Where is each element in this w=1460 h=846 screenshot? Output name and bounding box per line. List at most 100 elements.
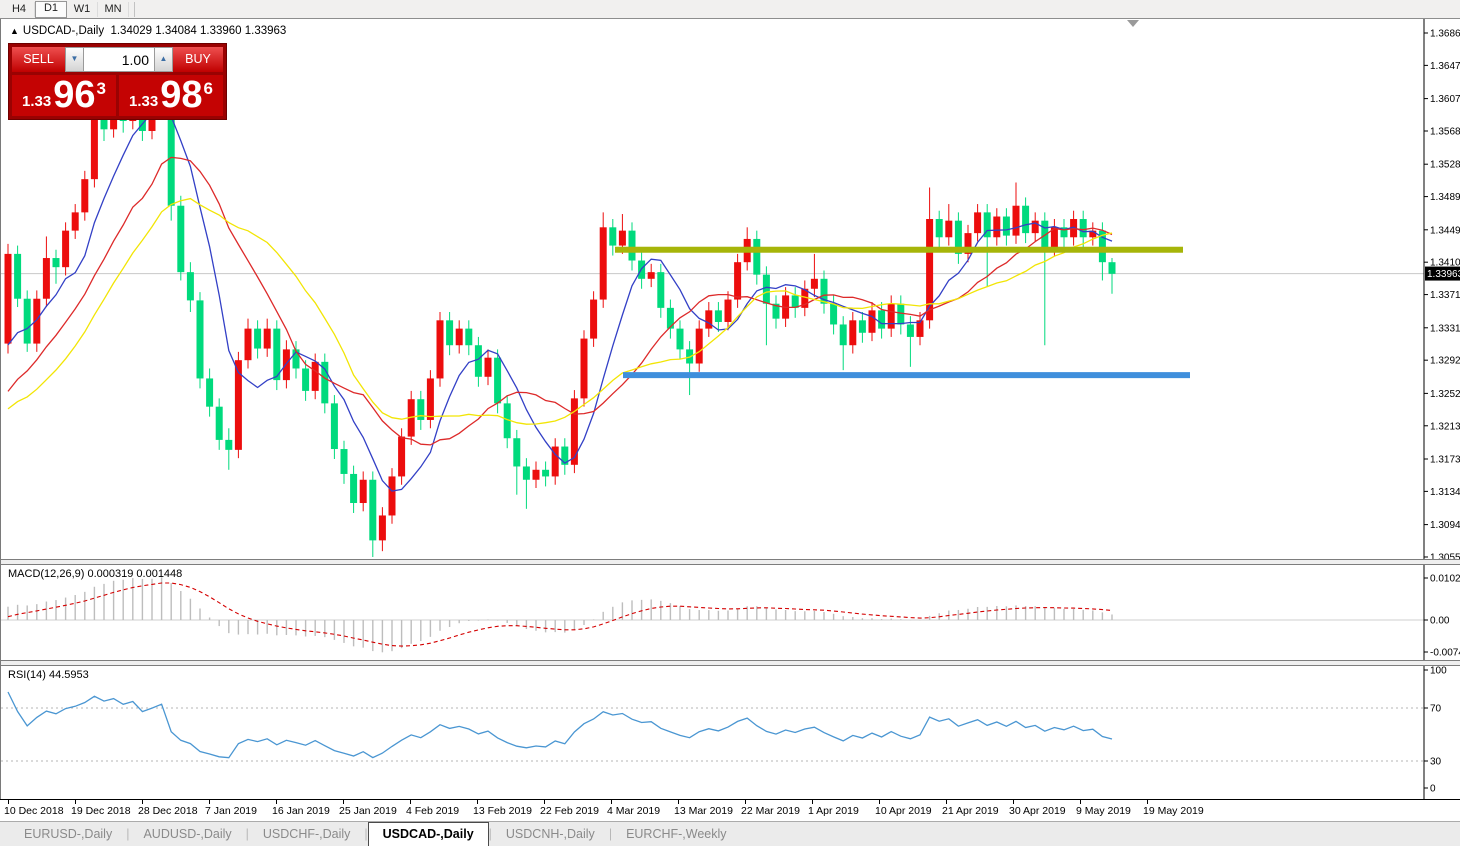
candle bbox=[167, 62, 175, 206]
candle bbox=[916, 320, 924, 337]
candle bbox=[206, 378, 214, 407]
rsi-panel-splitter[interactable] bbox=[0, 660, 1460, 666]
candle bbox=[263, 328, 271, 349]
toolbar-divider bbox=[134, 1, 135, 17]
candle bbox=[974, 212, 982, 234]
candle bbox=[935, 219, 943, 238]
timeframe-button-mn[interactable]: MN bbox=[98, 1, 129, 17]
candle bbox=[542, 469, 550, 477]
volume-decrease-button[interactable]: ▼ bbox=[65, 47, 84, 72]
volume-increase-button[interactable]: ▲ bbox=[154, 47, 173, 72]
tab-usdchf[interactable]: USDCHF-,Daily bbox=[262, 827, 351, 841]
sell-price-button[interactable]: 1.33 96 3 bbox=[12, 75, 116, 116]
tab-eurusd[interactable]: EURUSD-,Daily bbox=[24, 827, 113, 841]
price-axis-label[interactable]: 1.33710 bbox=[1430, 290, 1460, 301]
candle bbox=[599, 227, 607, 300]
rsi-axis-label[interactable]: 0 bbox=[1430, 784, 1436, 795]
tab-usdcnh[interactable]: USDCNH-,Daily bbox=[505, 827, 595, 841]
candle bbox=[609, 227, 617, 246]
candle bbox=[33, 298, 41, 344]
candle bbox=[350, 473, 358, 504]
macd-signal-line bbox=[7, 582, 1113, 647]
candle bbox=[71, 212, 79, 231]
price-axis-label[interactable]: 1.34490 bbox=[1430, 225, 1460, 236]
rsi-axis-label[interactable]: 70 bbox=[1430, 704, 1442, 715]
collapse-panel-icon[interactable]: ▲ bbox=[10, 26, 19, 36]
date-axis-label: 22 Mar 2019 bbox=[741, 805, 800, 817]
macd-axis-label[interactable]: 0.010229 bbox=[1430, 574, 1460, 585]
price-axis-label[interactable]: 1.35680 bbox=[1430, 126, 1460, 137]
date-axis-label: 4 Mar 2019 bbox=[607, 805, 661, 817]
date-axis-label: 10 Apr 2019 bbox=[875, 805, 932, 817]
price-axis-label[interactable]: 1.32520 bbox=[1430, 389, 1460, 400]
price-axis-label[interactable]: 1.32130 bbox=[1430, 421, 1460, 432]
candle bbox=[1041, 220, 1049, 248]
macd-panel-splitter[interactable] bbox=[0, 559, 1460, 565]
candle bbox=[1108, 262, 1116, 274]
price-axis-label[interactable]: 1.31730 bbox=[1430, 454, 1460, 465]
macd-axis-label[interactable]: 0.00 bbox=[1430, 616, 1450, 627]
candle bbox=[340, 449, 348, 474]
candle bbox=[532, 469, 540, 480]
date-axis-label: 13 Mar 2019 bbox=[674, 805, 733, 817]
price-axis-label[interactable]: 1.36470 bbox=[1430, 61, 1460, 72]
tab-usdcad[interactable]: USDCAD-,Daily bbox=[367, 822, 489, 846]
chart-bottom-border bbox=[0, 799, 1460, 800]
date-axis-tick bbox=[410, 800, 411, 804]
date-axis-label: 13 Feb 2019 bbox=[473, 805, 532, 817]
price-axis-label[interactable]: 1.31340 bbox=[1430, 487, 1460, 498]
candle bbox=[849, 320, 857, 346]
candle bbox=[503, 403, 511, 439]
candle bbox=[705, 310, 713, 329]
tab-separator: | bbox=[364, 827, 368, 841]
price-axis-label[interactable]: 1.30940 bbox=[1430, 520, 1460, 531]
timeframe-button-h4[interactable]: H4 bbox=[4, 1, 35, 17]
date-axis-tick bbox=[142, 800, 143, 804]
rsi-axis-label[interactable]: 30 bbox=[1430, 757, 1442, 768]
timeframe-button-w1[interactable]: W1 bbox=[67, 1, 98, 17]
price-axis-label[interactable]: 1.36070 bbox=[1430, 94, 1460, 105]
tab-audusd[interactable]: AUDUSD-,Daily bbox=[143, 827, 232, 841]
sell-price-big: 96 bbox=[53, 74, 96, 117]
date-axis[interactable]: 10 Dec 2018 19 Dec 2018 28 Dec 2018 7 Jan 2… bbox=[0, 800, 1460, 821]
price-axis-label[interactable]: 1.30550 bbox=[1430, 552, 1460, 563]
candle bbox=[436, 320, 444, 379]
price-axis-label[interactable]: 1.35280 bbox=[1430, 160, 1460, 171]
tab-eurchf[interactable]: EURCHF-,Weekly bbox=[626, 827, 727, 841]
rsi-axis-label[interactable]: 100 bbox=[1430, 666, 1447, 677]
candle bbox=[801, 288, 809, 308]
tab-separator: | bbox=[245, 827, 249, 841]
date-axis-label: 9 May 2019 bbox=[1076, 805, 1131, 817]
tab-separator: | bbox=[126, 827, 130, 841]
price-axis-label[interactable]: 1.34890 bbox=[1430, 192, 1460, 203]
sell-button[interactable]: SELL bbox=[12, 47, 65, 72]
candle bbox=[359, 479, 367, 504]
candle bbox=[647, 272, 655, 279]
candle bbox=[292, 349, 300, 369]
level-line-support[interactable] bbox=[623, 372, 1190, 379]
tab-separator: | bbox=[488, 827, 492, 841]
buy-price-button[interactable]: 1.33 98 6 bbox=[119, 75, 223, 116]
candle bbox=[1012, 205, 1020, 236]
price-axis-label[interactable]: 1.34100 bbox=[1430, 258, 1460, 269]
volume-input[interactable] bbox=[84, 47, 154, 72]
candle bbox=[465, 328, 473, 346]
date-axis-label: 25 Jan 2019 bbox=[339, 805, 397, 817]
buy-button[interactable]: BUY bbox=[173, 47, 223, 72]
macd-axis-label[interactable]: -0.00747 bbox=[1430, 648, 1460, 659]
buy-price-pipette: 6 bbox=[203, 78, 213, 98]
chart-canvas[interactable]: 1.36860 1.36470 1.36070 1.35680 1.35280 1.348… bbox=[0, 0, 1460, 800]
candle bbox=[234, 360, 242, 450]
candle bbox=[724, 299, 732, 322]
timeframe-button-d1[interactable]: D1 bbox=[35, 0, 67, 18]
candle bbox=[388, 476, 396, 516]
price-axis-label[interactable]: 1.36860 bbox=[1430, 29, 1460, 40]
price-axis-label[interactable]: 1.32920 bbox=[1430, 356, 1460, 367]
price-axis-label[interactable]: 1.33310 bbox=[1430, 323, 1460, 334]
candle bbox=[254, 328, 262, 349]
candle bbox=[666, 307, 674, 329]
date-axis-tick bbox=[8, 800, 9, 804]
date-axis-label: 16 Jan 2019 bbox=[272, 805, 330, 817]
level-line-resistance[interactable] bbox=[615, 246, 1183, 253]
chart-title: ▲ USDCAD-,Daily 1.34029 1.34084 1.33960 1… bbox=[10, 25, 286, 37]
